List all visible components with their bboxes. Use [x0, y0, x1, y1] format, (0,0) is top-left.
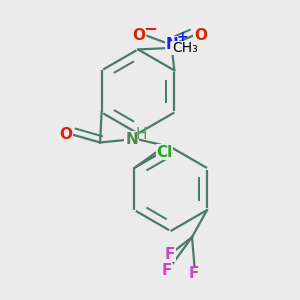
Text: N: N: [166, 37, 178, 52]
Text: +: +: [176, 30, 188, 44]
Text: H: H: [136, 128, 147, 142]
Text: CH₃: CH₃: [172, 41, 197, 55]
Text: O: O: [133, 28, 146, 43]
Text: N: N: [125, 132, 138, 147]
Text: −: −: [143, 19, 157, 37]
Text: F: F: [162, 263, 172, 278]
Text: O: O: [194, 28, 207, 43]
Text: F: F: [165, 247, 175, 262]
Text: F: F: [189, 266, 200, 281]
Text: Cl: Cl: [156, 145, 172, 160]
Text: O: O: [59, 127, 72, 142]
